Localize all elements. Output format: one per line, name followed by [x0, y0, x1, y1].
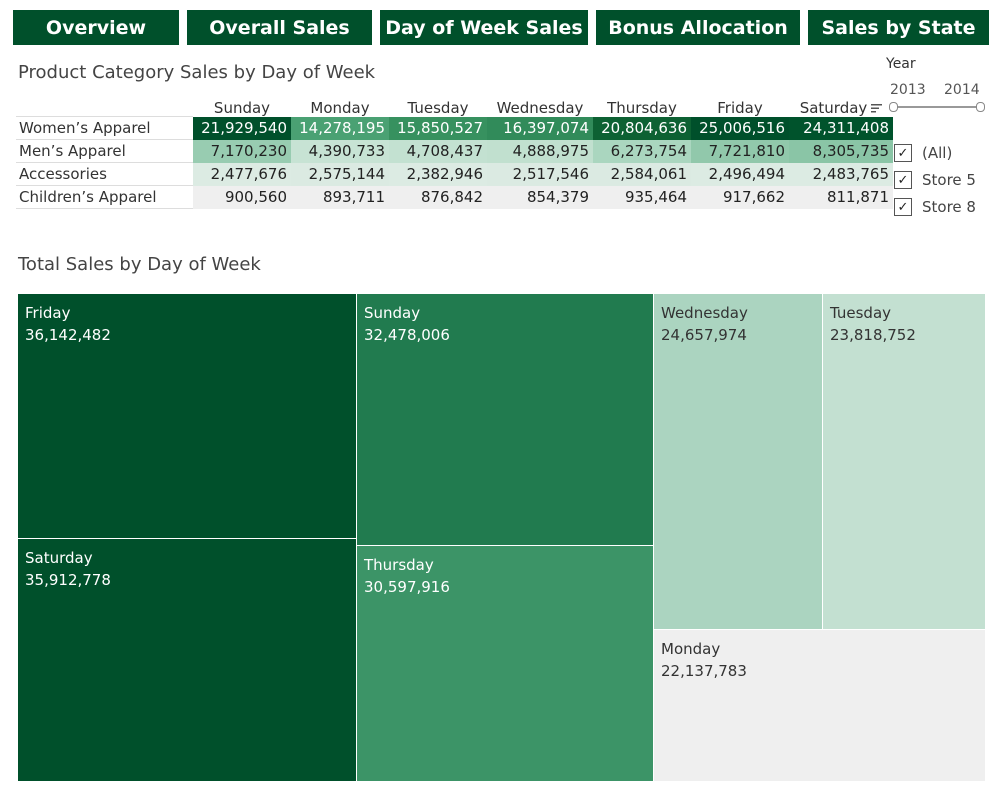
year-slider-max-handle[interactable]: [976, 102, 985, 112]
col-header-wednesday: Wednesday: [496, 98, 584, 117]
year-min-label: 2013: [890, 82, 926, 98]
total-sales-title: Total Sales by Day of Week: [18, 254, 261, 275]
row-label: Accessories: [16, 162, 193, 186]
store-filter-label: Store 8: [922, 198, 976, 216]
store-filter-label: Store 5: [922, 171, 976, 189]
checkbox-checked-icon[interactable]: ✓: [894, 198, 912, 216]
year-filter-label: Year: [886, 56, 916, 72]
table-cell[interactable]: 876,842: [389, 185, 487, 209]
product-category-table: Sunday Monday Tuesday Wednesday Thursday…: [16, 96, 893, 209]
nav-overall-sales-button[interactable]: Overall Sales: [187, 10, 372, 45]
table-cell[interactable]: 935,464: [593, 185, 691, 209]
table-cell[interactable]: 2,382,946: [389, 162, 487, 186]
table-row: Men’s Apparel 7,170,230 4,390,733 4,708,…: [16, 139, 893, 163]
table-cell[interactable]: 7,721,810: [691, 139, 789, 163]
tile-day-label: Wednesday: [661, 304, 748, 322]
table-cell[interactable]: 8,305,735: [789, 139, 893, 163]
table-cell[interactable]: 917,662: [691, 185, 789, 209]
table-row: Children’s Apparel 900,560 893,711 876,8…: [16, 185, 893, 209]
checkbox-checked-icon[interactable]: ✓: [894, 144, 912, 162]
checkbox-checked-icon[interactable]: ✓: [894, 171, 912, 189]
store-filter-label: (All): [922, 144, 953, 162]
table-cell[interactable]: 20,804,636: [593, 116, 691, 140]
store-filter-all[interactable]: ✓ (All): [894, 142, 952, 164]
col-header-thursday: Thursday: [607, 98, 677, 117]
year-max-label: 2014: [944, 82, 980, 98]
tile-value: 23,818,752: [830, 326, 916, 344]
tile-day-label: Thursday: [364, 556, 434, 574]
table-row: Accessories 2,477,676 2,575,144 2,382,94…: [16, 162, 893, 186]
table-cell[interactable]: 811,871: [789, 185, 893, 209]
table-cell[interactable]: 900,560: [193, 185, 291, 209]
tile-day-label: Saturday: [25, 549, 93, 567]
tile-day-label: Friday: [25, 304, 71, 322]
table-cell[interactable]: 4,390,733: [291, 139, 389, 163]
table-cell[interactable]: 25,006,516: [691, 116, 789, 140]
col-header-monday: Monday: [310, 98, 370, 117]
treemap-tile-monday[interactable]: Monday 22,137,783: [653, 629, 986, 782]
tile-value: 24,657,974: [661, 326, 747, 344]
table-cell[interactable]: 24,311,408: [789, 116, 893, 140]
table-cell[interactable]: 4,708,437: [389, 139, 487, 163]
col-header-tuesday: Tuesday: [407, 98, 469, 117]
nav-bonus-allocation-button[interactable]: Bonus Allocation: [596, 10, 800, 45]
nav-sales-by-state-button[interactable]: Sales by State: [808, 10, 989, 45]
table-cell[interactable]: 2,575,144: [291, 162, 389, 186]
treemap-tile-thursday[interactable]: Thursday 30,597,916: [356, 545, 654, 782]
corner-cell: [16, 96, 193, 117]
tile-value: 22,137,783: [661, 662, 747, 680]
treemap-tile-friday[interactable]: Friday 36,142,482: [17, 293, 357, 539]
store-filter-store-8[interactable]: ✓ Store 8: [894, 196, 976, 218]
table-cell[interactable]: 2,477,676: [193, 162, 291, 186]
treemap-tile-sunday[interactable]: Sunday 32,478,006: [356, 293, 654, 546]
table-cell[interactable]: 7,170,230: [193, 139, 291, 163]
table-cell[interactable]: 2,496,494: [691, 162, 789, 186]
year-slider-min-handle[interactable]: [889, 102, 898, 112]
treemap-tile-saturday[interactable]: Saturday 35,912,778: [17, 538, 357, 782]
table-cell[interactable]: 15,850,527: [389, 116, 487, 140]
treemap-tile-tuesday[interactable]: Tuesday 23,818,752: [822, 293, 986, 630]
table-cell[interactable]: 2,483,765: [789, 162, 893, 186]
col-header-saturday-label: Saturday: [799, 98, 868, 117]
sort-icon[interactable]: [871, 103, 883, 113]
col-header-friday: Friday: [717, 98, 763, 117]
table-cell[interactable]: 893,711: [291, 185, 389, 209]
nav-day-of-week-sales-button[interactable]: Day of Week Sales: [380, 10, 588, 45]
table-cell[interactable]: 2,584,061: [593, 162, 691, 186]
tile-value: 32,478,006: [364, 326, 450, 344]
table-cell[interactable]: 2,517,546: [487, 162, 593, 186]
table-cell[interactable]: 21,929,540: [193, 116, 291, 140]
year-slider-track[interactable]: [893, 106, 981, 108]
tile-value: 35,912,778: [25, 571, 111, 589]
tile-value: 30,597,916: [364, 578, 450, 596]
tile-value: 36,142,482: [25, 326, 111, 344]
tile-day-label: Tuesday: [830, 304, 892, 322]
col-header-sunday: Sunday: [213, 98, 271, 117]
product-category-title: Product Category Sales by Day of Week: [18, 62, 376, 83]
row-label: Children’s Apparel: [16, 185, 193, 209]
table-cell[interactable]: 854,379: [487, 185, 593, 209]
table-cell[interactable]: 6,273,754: [593, 139, 691, 163]
table-cell[interactable]: 16,397,074: [487, 116, 593, 140]
treemap-tile-wednesday[interactable]: Wednesday 24,657,974: [653, 293, 823, 630]
tile-day-label: Monday: [661, 640, 721, 658]
store-filter-store-5[interactable]: ✓ Store 5: [894, 169, 976, 191]
row-label: Men’s Apparel: [16, 139, 193, 163]
tile-day-label: Sunday: [364, 304, 421, 322]
row-label: Women’s Apparel: [16, 116, 193, 140]
nav-overview-button[interactable]: Overview: [13, 10, 179, 45]
table-row: Women’s Apparel 21,929,540 14,278,195 15…: [16, 116, 893, 140]
table-cell[interactable]: 14,278,195: [291, 116, 389, 140]
table-cell[interactable]: 4,888,975: [487, 139, 593, 163]
col-header-saturday[interactable]: Saturday: [789, 96, 893, 117]
